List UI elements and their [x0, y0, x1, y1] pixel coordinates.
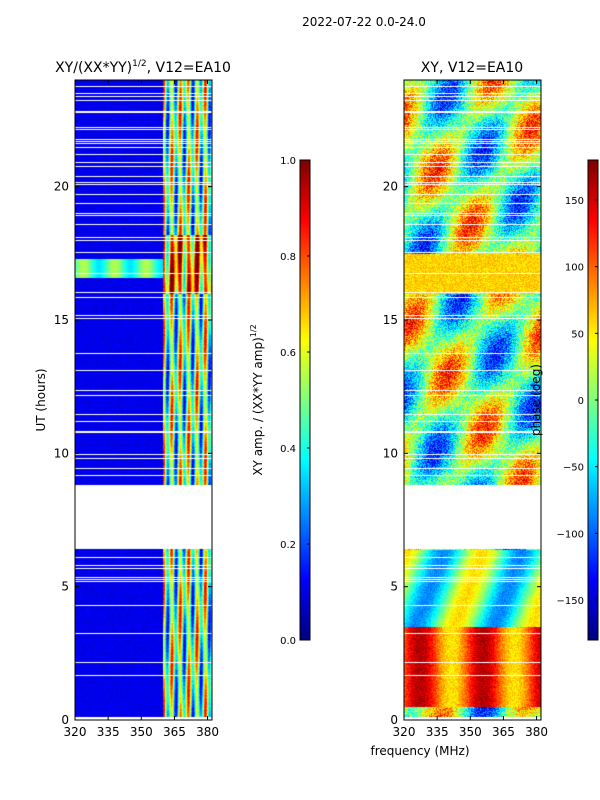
- colorbar-amplitude: 0.0 0.2 0.4 0.6 0.8 1.0 XY amp. / (XX*YY amp)…: [249, 156, 311, 647]
- x-tick-label: 320: [64, 725, 87, 739]
- panel1-title: XY/(XX*YY)1/2, V12=EA10: [55, 59, 231, 76]
- colorbar-tick-label: 0.4: [280, 444, 296, 455]
- colorbar-tick-label: 50: [571, 329, 584, 340]
- y-tick-label: 15: [383, 313, 398, 327]
- colorbar1-label: XY amp. / (XX*YY amp)1/2: [249, 324, 265, 475]
- colorbar2-ticks: −150 −100 −50 0 50 100 150: [557, 196, 598, 607]
- figure-xlabel: frequency (MHz): [370, 744, 469, 758]
- colorbar-tick-label: 150: [565, 196, 584, 207]
- x-tick-label: 350: [459, 725, 482, 739]
- x-tick-label: 365: [492, 725, 515, 739]
- colorbar-tick-label: 0: [578, 396, 584, 407]
- colorbar2-gradient: [588, 160, 598, 640]
- y-tick-label: 5: [390, 580, 398, 594]
- phase-heatmap: [404, 80, 541, 720]
- panel2-frame: [403, 79, 542, 721]
- panel1-ticks: 320 335 350 365 380 0 5 10 15 20: [54, 80, 219, 739]
- panel1-frame: [74, 79, 213, 721]
- figure-suptitle: 2022-07-22 0.0-24.0: [302, 15, 426, 29]
- x-tick-label: 320: [393, 725, 416, 739]
- colorbar1-ticks: 0.0 0.2 0.4 0.6 0.8 1.0: [280, 156, 310, 647]
- colorbar-tick-label: 1.0: [280, 156, 296, 167]
- colorbar-phase: −150 −100 −50 0 50 100 150 phase (deg): [529, 159, 599, 641]
- y-tick-label: 0: [390, 713, 398, 727]
- x-tick-label: 350: [130, 725, 153, 739]
- colorbar1-frame: [299, 159, 311, 641]
- x-tick-label: 365: [163, 725, 186, 739]
- colorbar-tick-label: 0.8: [280, 252, 296, 263]
- colorbar1-gradient: [300, 160, 310, 640]
- y-tick-label: 20: [54, 180, 69, 194]
- panel2-title: XY, V12=EA10: [421, 60, 523, 76]
- y-tick-label: 10: [54, 446, 69, 460]
- panel2-ticks: 320 335 350 365 380 0 5 10 15 20: [383, 80, 548, 739]
- x-tick-label: 380: [525, 725, 548, 739]
- colorbar-tick-label: −150: [557, 596, 584, 607]
- colorbar-tick-label: −100: [557, 529, 584, 540]
- y-tick-label: 15: [54, 313, 69, 327]
- colorbar-tick-label: −50: [563, 463, 584, 474]
- y-tick-label: 0: [61, 713, 69, 727]
- panel1-ylabel: UT (hours): [34, 368, 48, 431]
- y-tick-label: 10: [383, 446, 398, 460]
- x-tick-label: 380: [196, 725, 219, 739]
- y-tick-label: 20: [383, 180, 398, 194]
- colorbar-tick-label: 100: [565, 263, 584, 274]
- amplitude-heatmap: [75, 80, 212, 720]
- colorbar-tick-label: 0.2: [280, 540, 296, 551]
- x-tick-label: 335: [426, 725, 449, 739]
- panel-amplitude: XY/(XX*YY)1/2, V12=EA10 320 335 350 365 380 0…: [34, 59, 231, 739]
- x-tick-label: 335: [97, 725, 120, 739]
- panel-phase: XY, V12=EA10 320 335 350 365 380 0 5 10 15 20: [383, 60, 548, 739]
- colorbar-tick-label: 0.0: [280, 636, 296, 647]
- y-tick-label: 5: [61, 580, 69, 594]
- colorbar-tick-label: 0.6: [280, 348, 296, 359]
- colorbar2-label: phase (deg): [529, 364, 543, 436]
